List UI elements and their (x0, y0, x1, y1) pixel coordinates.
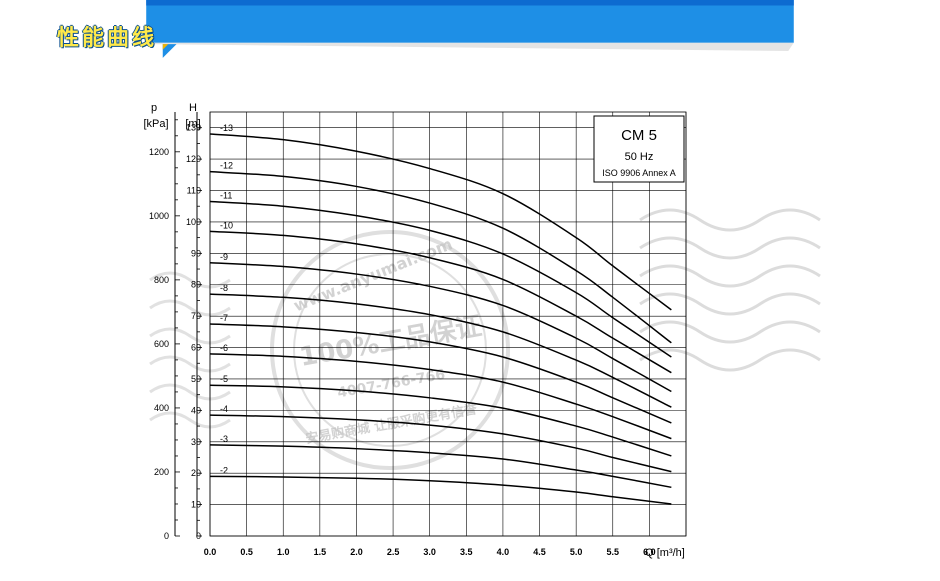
section-header-banner (146, 0, 794, 58)
series-curve-stage9 (209, 262, 672, 393)
stage-label: -7 (220, 313, 228, 323)
watermark-wave (149, 271, 231, 289)
x-tick-label: 3.5 (460, 547, 473, 557)
legend-model: CM 5 (621, 127, 657, 144)
chart-legend-box: CM 5 50 Hz ISO 9906 Annex A (593, 115, 685, 183)
x-tick-label: 2.5 (387, 547, 400, 557)
m-tick-label: 20 (191, 468, 201, 478)
x-tick-label: 5.0 (570, 547, 583, 557)
stage-label: -4 (220, 404, 228, 414)
m-axis-title: H (189, 102, 197, 114)
m-tick-label: 10 (191, 500, 201, 510)
watermark-wave (639, 264, 821, 288)
x-axis-title: Q [m³/h] (645, 547, 685, 559)
watermark-seal-ring (293, 253, 487, 447)
m-tick-label: 30 (191, 437, 201, 447)
kpa-tick-label: 400 (154, 403, 169, 413)
section-title: 性能曲线 (57, 26, 158, 51)
x-tick-label: 1.0 (277, 547, 290, 557)
stage-label: -11 (220, 191, 232, 201)
stage-label: -5 (220, 374, 228, 384)
series-curve-stage12 (209, 170, 672, 344)
series-curve-stage11 (209, 200, 672, 358)
m-tick-label: 60 (191, 343, 201, 353)
m-tick-label: 0 (196, 531, 201, 541)
m-tick-label: 40 (191, 405, 201, 415)
watermark-wave (639, 320, 821, 344)
m-tick-label: 80 (191, 280, 201, 290)
watermark-wave (639, 208, 821, 232)
watermark-seal-ring (270, 230, 510, 470)
corner-arrow-icon (162, 44, 177, 58)
m-tick-label: 90 (191, 248, 201, 258)
x-tick-label: 3.0 (423, 547, 436, 557)
x-tick-label: 1.5 (314, 547, 327, 557)
series-curve-stage10 (209, 230, 672, 374)
chart-axes (174, 112, 202, 537)
watermark-wave (149, 383, 231, 401)
x-tick-label: 0.5 (240, 547, 253, 557)
kpa-tick-label: 1200 (149, 147, 169, 157)
legend-standard: ISO 9906 Annex A (602, 168, 676, 178)
x-tick-label: 4.5 (533, 547, 546, 557)
watermark-wave (639, 292, 821, 316)
series-curve-stage7 (209, 323, 672, 424)
watermark-wave (149, 327, 231, 345)
watermark-wave (149, 355, 231, 373)
watermark-wave (639, 236, 821, 260)
stage-label: -12 (220, 161, 233, 171)
series-curve-stage13 (209, 133, 672, 311)
stage-label: -8 (220, 283, 228, 293)
stage-label: -2 (220, 465, 228, 475)
stage-label: -10 (220, 220, 233, 230)
series-curve-stage6 (209, 353, 672, 440)
chart-series (209, 133, 672, 505)
series-curve-stage8 (209, 293, 672, 408)
watermark: www.anyumai.com100%工品保证4007-766-766安易购商城… (149, 208, 821, 470)
m-tick-label: 110 (187, 186, 201, 196)
m-tick-label: 70 (191, 311, 201, 321)
x-tick-label: 6.0 (643, 547, 656, 557)
m-tick-label: 50 (191, 374, 201, 384)
x-tick-label: 4.0 (497, 547, 510, 557)
m-axis-unit: [m] (185, 118, 200, 130)
kpa-axis-title: p (151, 102, 157, 114)
series-curve-stage4 (209, 414, 672, 473)
kpa-tick-label: 200 (154, 467, 169, 477)
x-tick-label: 2.0 (350, 547, 363, 557)
x-tick-label: 5.5 (607, 547, 620, 557)
stage-label: -6 (220, 343, 228, 353)
kpa-tick-label: 800 (154, 275, 169, 285)
stage-label: -13 (220, 123, 233, 133)
series-curve-stage2 (209, 475, 672, 505)
watermark-wave (639, 348, 821, 372)
chart-labels: 0 200 400 600 800 1000 1200 0 10 20 30 40 50 60 70 80 90… (143, 102, 684, 559)
watermark-wave (149, 411, 231, 429)
chart-grid (209, 111, 687, 537)
m-tick-label: 100 (186, 217, 201, 227)
x-tick-label: 0.0 (204, 547, 217, 557)
series-curve-stage3 (209, 444, 672, 489)
m-tick-label: 130 (186, 123, 201, 133)
kpa-axis-unit: [kPa] (143, 118, 168, 130)
kpa-tick-label: 0 (164, 531, 169, 541)
series-curve-stage5 (209, 384, 672, 457)
m-tick-label: 120 (186, 154, 201, 164)
watermark-company: 安易购商城 让服采购更有信誉 (304, 401, 479, 447)
legend-frame (593, 115, 685, 183)
kpa-tick-label: 600 (154, 339, 169, 349)
kpa-tick-label: 1000 (149, 211, 169, 221)
stage-label: -9 (220, 252, 228, 262)
stage-label: -3 (220, 434, 228, 444)
legend-frequency: 50 Hz (625, 151, 654, 163)
watermark-wave (149, 299, 231, 317)
